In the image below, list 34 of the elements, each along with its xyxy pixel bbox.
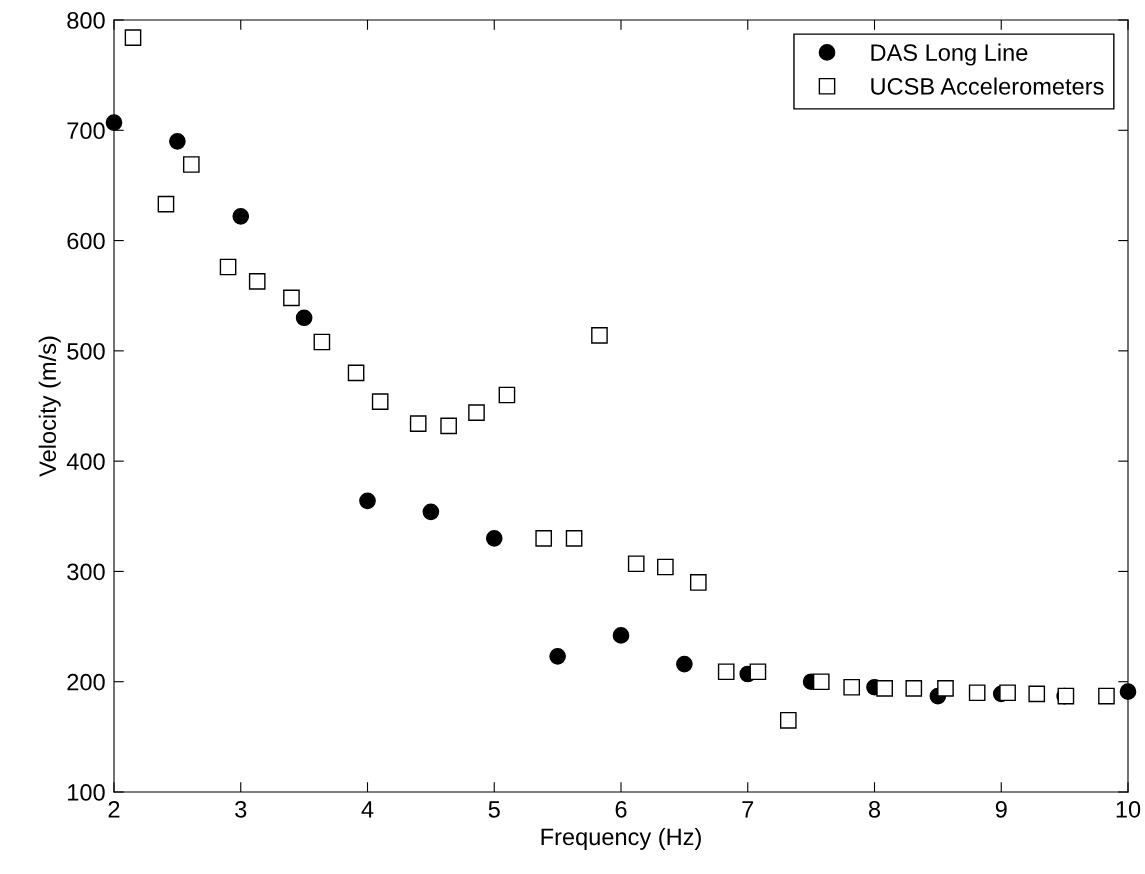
x-tick-label: 7 (742, 801, 754, 818)
y-tick-label: 700 (67, 122, 105, 140)
x-tick-label: 10 (1116, 800, 1141, 818)
x-tick-label: 2 (108, 800, 120, 818)
point (232, 207, 250, 225)
point (749, 663, 767, 681)
legend-label: UCSB Accelerometers (871, 77, 1104, 95)
point (105, 114, 123, 131)
y-tick-label: 100 (68, 784, 105, 801)
y-tick-label: 400 (66, 453, 105, 470)
legend-label: DAS Long Line (871, 43, 1028, 66)
point (422, 503, 440, 521)
x-tick-label: 6 (615, 800, 627, 818)
point (999, 684, 1016, 702)
point (169, 132, 186, 150)
point (485, 530, 503, 547)
y-tick-label: 600 (67, 232, 105, 250)
point (1119, 683, 1137, 700)
y-tick-label: 300 (67, 563, 105, 581)
point (359, 492, 376, 510)
point (295, 309, 313, 327)
x-tick-label: 8 (868, 800, 881, 818)
x-tick-label: 3 (235, 800, 247, 818)
y-tick-label: 800 (67, 12, 105, 29)
point (676, 655, 693, 673)
x-tick-label: 4 (361, 801, 374, 818)
point (612, 627, 630, 644)
x-axis-title: Frequency (Hz) (541, 827, 701, 850)
x-tick-label: 9 (995, 800, 1007, 818)
y-tick-label: 200 (67, 673, 105, 691)
x-tick-label: 5 (488, 801, 500, 818)
point (549, 648, 566, 665)
y-tick-label: 500 (67, 342, 105, 360)
y-axis-title: Velocity (m/s) (38, 336, 61, 477)
